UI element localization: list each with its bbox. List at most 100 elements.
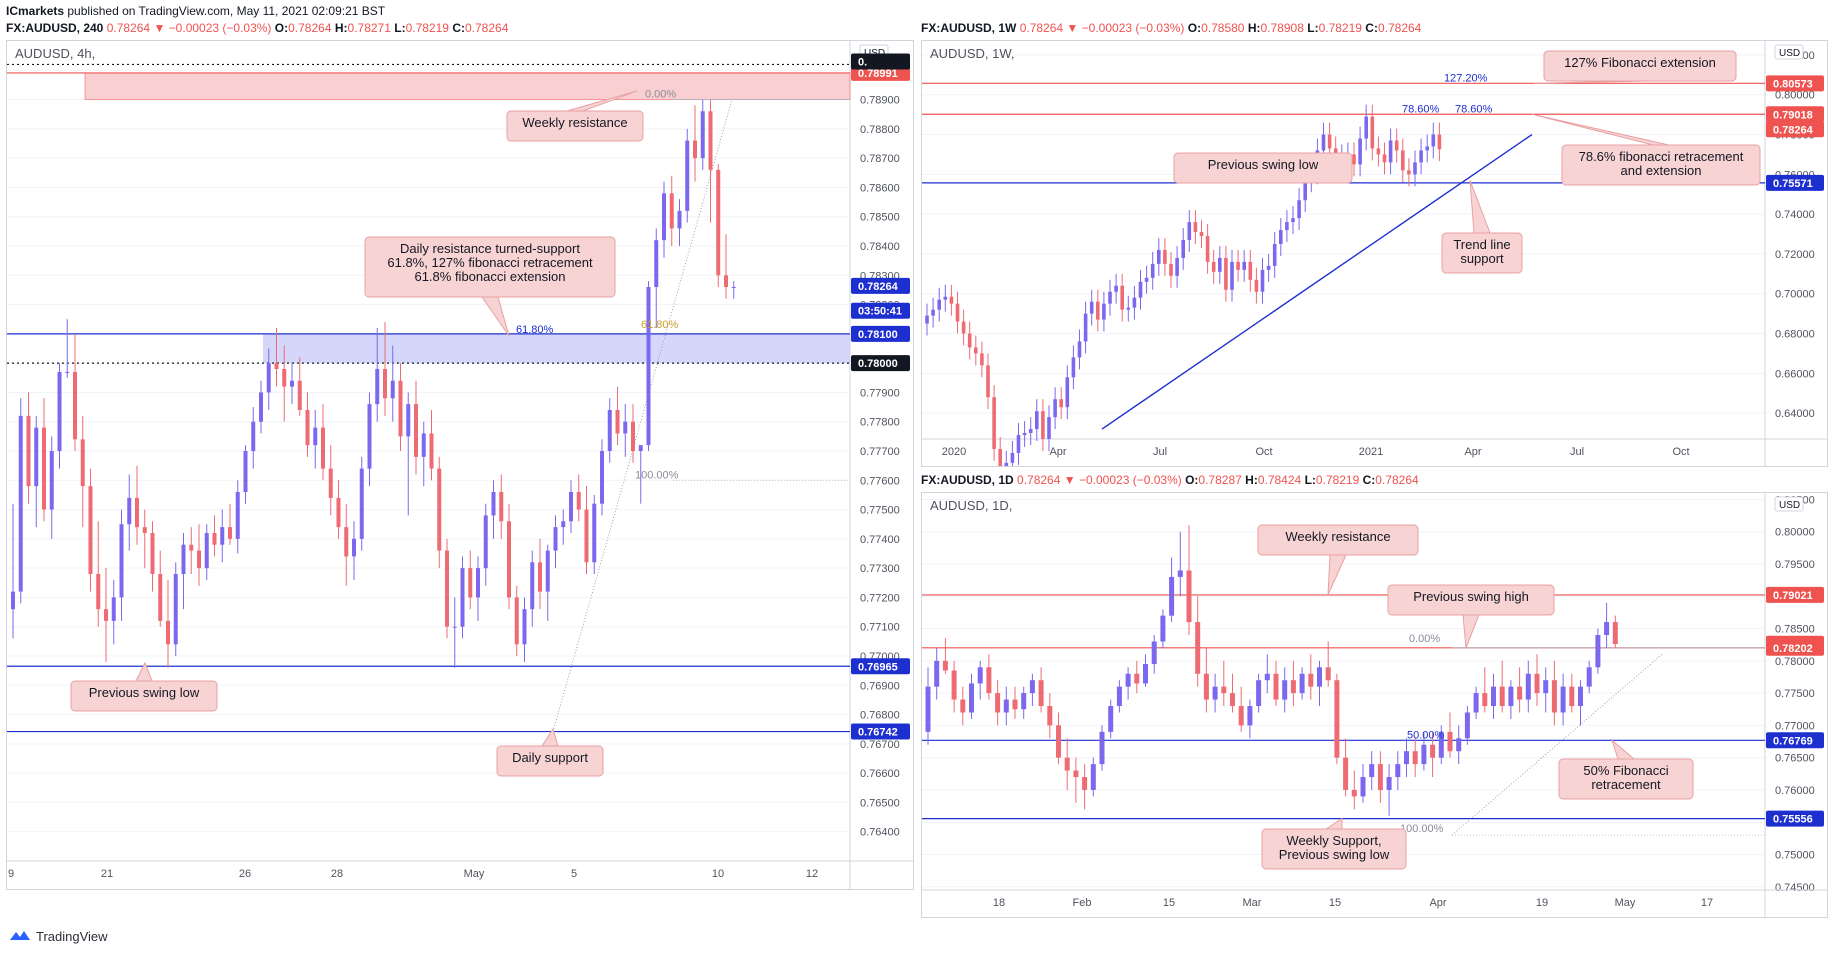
chart4h-candle-body [662, 193, 666, 241]
svg-text:03:50:41: 03:50:41 [858, 306, 902, 318]
chartW-candle-body [931, 309, 935, 316]
chartD-candle-body [1169, 576, 1175, 616]
tradingview-footer[interactable]: TradingView [8, 928, 108, 945]
chartW-x-tick: Oct [1255, 446, 1272, 458]
chart4h-y-tick: 0.77900 [860, 387, 900, 399]
chartD-candle-body [1404, 751, 1409, 765]
chart4h-candle-body [724, 275, 728, 287]
callout-weekly-support: Weekly Support,Previous swing low [1261, 817, 1407, 870]
chartW-candle-body [1077, 341, 1082, 358]
chartD-candle-body [1029, 680, 1035, 694]
chartD-candle-body [1003, 699, 1009, 713]
callout-weekly-previous-swing-low: Previous swing low [1173, 152, 1353, 184]
chartD-candle-body [1499, 686, 1505, 707]
chart-panel-weekly[interactable]: 0.820000.800000.780000.760000.740000.720… [921, 40, 1828, 467]
svg-text:0.79018: 0.79018 [1773, 109, 1813, 121]
svg-text:Trend line: Trend line [1453, 237, 1510, 252]
chartW-candle-body [1272, 243, 1277, 266]
chartD-x-tick: 19 [1536, 897, 1548, 909]
chartW-candle-body [1211, 261, 1216, 272]
chartW-candle-body [1425, 146, 1429, 151]
chartD-y-tick: 0.75000 [1775, 849, 1815, 861]
chartD-candle-body [1421, 744, 1427, 765]
chart-weekly-svg[interactable]: 0.820000.800000.780000.760000.740000.720… [922, 41, 1827, 466]
chartD-candle-body [1438, 731, 1444, 758]
chartD-candle-body [1430, 744, 1436, 758]
chartW-y-tick: 0.72000 [1775, 249, 1815, 261]
chart-panel-daily[interactable]: 0.805000.800000.795000.790000.785000.780… [921, 492, 1828, 918]
chartD-candle-body [1560, 686, 1566, 713]
chartW-candle-body [1358, 138, 1362, 165]
chart-4h-svg[interactable]: 0.790000.789000.788000.787000.786000.785… [7, 41, 913, 889]
chartW-candle-body [1370, 116, 1375, 149]
svg-text:61.8%, 127% fibonacci retracem: 61.8%, 127% fibonacci retracement [387, 255, 593, 270]
chartD-currency-box [1774, 496, 1804, 512]
chart4h-candle-body [73, 371, 77, 440]
chart4h-candle-body [654, 240, 659, 287]
chartW-candle-body [1096, 301, 1100, 320]
chartW-candle-body [1120, 285, 1124, 310]
chart4h-candle-body [367, 404, 372, 469]
chart4h-candle-body [204, 533, 209, 569]
chartD-candle-body [1325, 667, 1331, 681]
chart4h-y-tick: 0.77600 [860, 475, 900, 487]
chart4h-candle-body [615, 410, 620, 434]
chartW-candle-body [1327, 134, 1332, 149]
chart4h-y-tick: 0.77800 [860, 417, 900, 429]
chart4h-candle-body [189, 544, 194, 551]
chartD-candle-body [1473, 693, 1479, 713]
down-arrow-icon: ▼ [153, 21, 166, 35]
chartW-candle-body [1401, 150, 1405, 171]
chart4h-candle-body [452, 626, 457, 628]
chartD-candle-body [1604, 622, 1610, 636]
chart4h-candle-body [545, 550, 550, 592]
chartD-candle-body [1282, 680, 1288, 700]
chartD-candle-body [1256, 680, 1262, 707]
fib-trend-line [552, 99, 733, 732]
chartD-candle-body [1351, 789, 1357, 797]
chartW-candle-body [1169, 263, 1173, 276]
left-symbol: FX:AUDUSD, 240 [6, 21, 104, 35]
chart4h-candle-body [104, 609, 108, 621]
chartD-candle-body [1203, 673, 1209, 700]
chartD-candle-body [1612, 622, 1618, 645]
chart-daily-svg[interactable]: 0.805000.800000.795000.790000.785000.780… [922, 493, 1827, 917]
chart-panel-4h[interactable]: 0.790000.789000.788000.787000.786000.785… [6, 40, 914, 890]
chart4h-price-tag: 0.76742 [851, 723, 910, 740]
chartW-candle-body [1071, 357, 1076, 378]
chartD-candle-body [1482, 693, 1488, 707]
chart4h-candle-body [561, 521, 566, 528]
weekly-change: −0.00023 (−0.03%) [1081, 21, 1185, 35]
chartD-candle-body [1151, 641, 1157, 665]
chartD-candle-body [1221, 686, 1227, 694]
svg-text:Previous swing low: Previous swing low [1208, 157, 1319, 172]
chart4h-x-tick: 28 [331, 868, 343, 880]
chartD-currency: USD [1779, 500, 1800, 511]
chartD-candle-body [1456, 738, 1462, 752]
chartW-candle-body [1102, 303, 1106, 320]
chart4h-candle-body [390, 380, 395, 399]
chart4h-candle-body [607, 410, 612, 451]
chartW-candle-body [1437, 134, 1442, 150]
chart4h-candle-body [631, 421, 635, 451]
daily-ohlc-header: FX:AUDUSD, 1D 0.78264 ▼ −0.00023 (−0.03%… [921, 473, 1419, 487]
chartD-candle-body [1360, 777, 1366, 797]
chart4h-price-tag: 0.78100 [851, 325, 910, 342]
svg-text:0.75556: 0.75556 [1773, 814, 1813, 826]
chartD-candle-body [1230, 693, 1235, 707]
chart4h-candle-body [34, 427, 39, 487]
chartD-candle-body [1056, 725, 1061, 758]
chart4h-candle-body [266, 363, 271, 393]
chartD-y-tick: 0.76500 [1775, 753, 1815, 765]
weekly-symbol: FX:AUDUSD, 1W [921, 21, 1017, 35]
svg-text:Weekly Support,: Weekly Support, [1286, 833, 1381, 848]
chart4h-candle-body [259, 392, 263, 422]
chartW-candle-body [1364, 116, 1368, 139]
chartD-x-tick: Apr [1429, 897, 1446, 909]
callout-daily-support: Daily support [496, 727, 604, 777]
chart4h-candle-body [282, 369, 287, 387]
chartD-candle-body [1334, 680, 1340, 758]
chart4h-candle-body [421, 433, 426, 457]
chart4h-candle-body [328, 468, 333, 498]
callout-127-extension: 127% Fibonacci extension [1533, 50, 1737, 84]
